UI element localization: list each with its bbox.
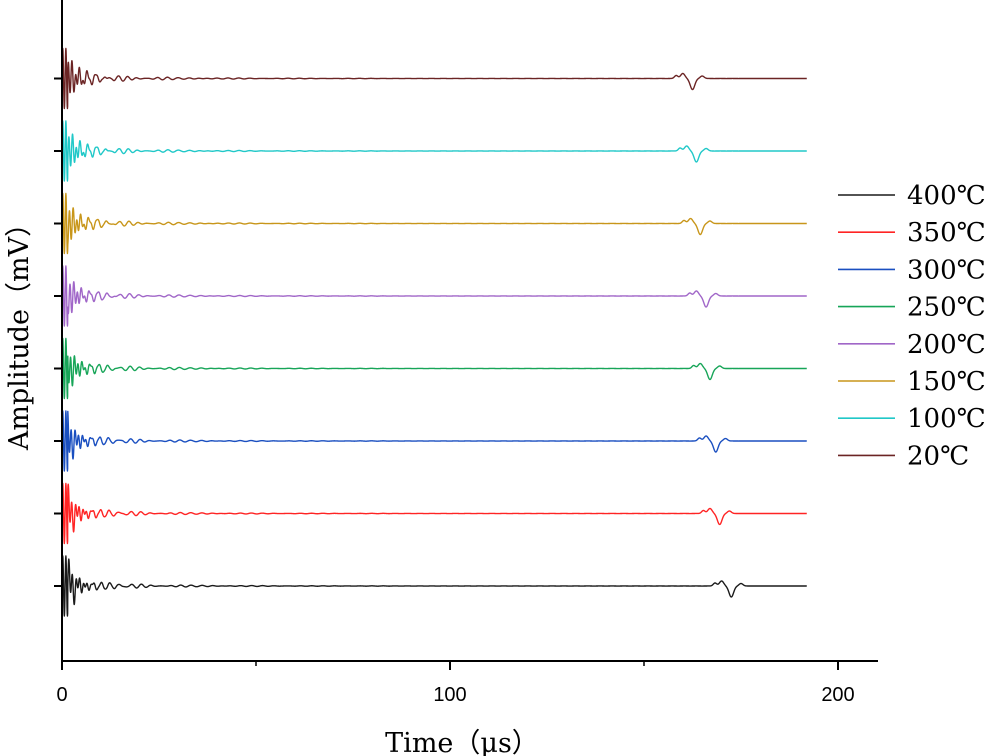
legend-label: 150℃ xyxy=(907,367,986,397)
series-line-150℃ xyxy=(61,192,808,255)
legend-label: 250℃ xyxy=(907,293,986,323)
legend-label: 350℃ xyxy=(907,218,986,248)
legend: 400℃ 350℃ 300℃ 250℃ 200℃ 150℃ 100℃ 20℃ xyxy=(838,181,986,471)
legend-item-100℃: 100℃ xyxy=(838,404,986,434)
legend-item-150℃: 150℃ xyxy=(838,367,986,397)
legend-label: 300℃ xyxy=(907,255,986,285)
series-layer xyxy=(61,47,808,617)
series-line-350℃ xyxy=(61,482,808,545)
legend-item-20℃: 20℃ xyxy=(838,441,969,471)
legend-label: 200℃ xyxy=(907,330,986,360)
y-axis-title: Amplitude（mV） xyxy=(4,210,35,451)
axes-layer: 0 100 200 xyxy=(54,0,878,706)
series-line-100℃ xyxy=(61,120,808,182)
x-tick-label-100: 100 xyxy=(433,684,466,706)
legend-label: 100℃ xyxy=(907,404,986,434)
series-line-200℃ xyxy=(61,265,808,327)
x-axis-title: Time（μs） xyxy=(385,728,539,756)
legend-item-400℃: 400℃ xyxy=(838,181,986,211)
series-line-300℃ xyxy=(61,410,808,472)
series-line-400℃ xyxy=(61,555,808,617)
legend-item-300℃: 300℃ xyxy=(838,255,986,285)
legend-label: 400℃ xyxy=(907,181,986,211)
x-tick-label-200: 200 xyxy=(821,684,854,706)
legend-item-250℃: 250℃ xyxy=(838,293,986,323)
series-line-20℃ xyxy=(61,47,808,110)
legend-item-350℃: 350℃ xyxy=(838,218,986,248)
legend-label: 20℃ xyxy=(907,441,969,471)
legend-item-200℃: 200℃ xyxy=(838,330,986,360)
series-line-250℃ xyxy=(61,337,808,400)
x-tick-label-0: 0 xyxy=(56,684,67,706)
